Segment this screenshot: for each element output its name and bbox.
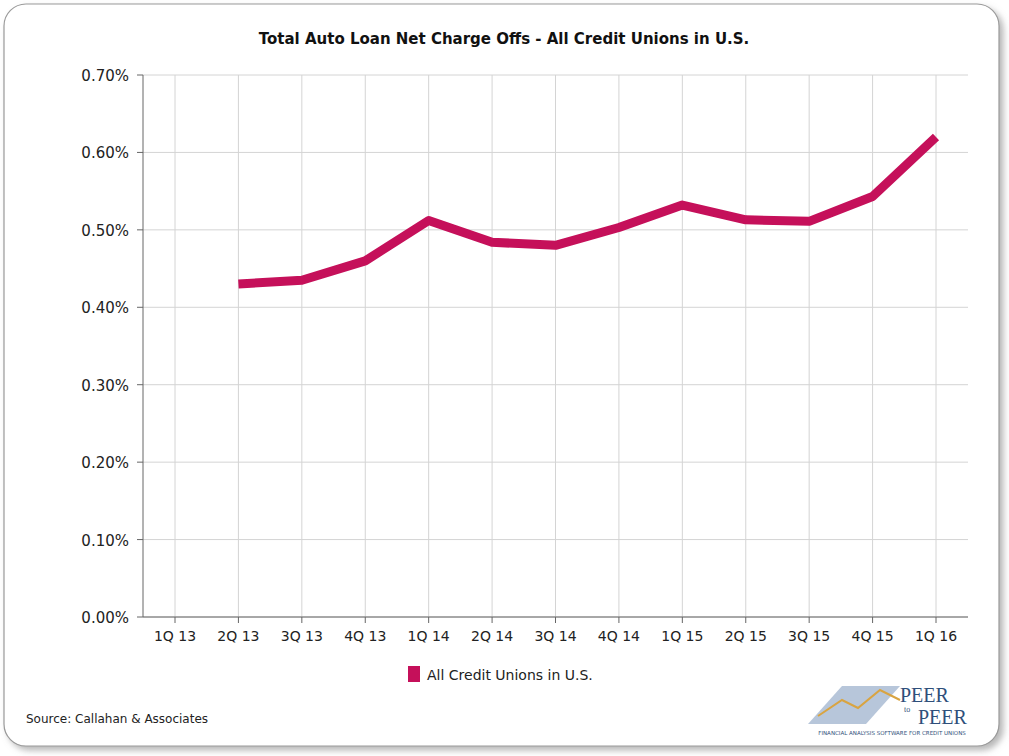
title: Total Auto Loan Net Charge Offs - All Cr… [259,30,750,48]
x-tick-label: 1Q 15 [661,628,703,644]
logo-shape [808,686,900,724]
tick [809,617,810,623]
x-tick-label: 1Q 16 [915,628,957,644]
grid-line [143,617,968,618]
tick [137,617,143,618]
tick [428,617,429,623]
y-tick-label: 0.70% [81,67,129,85]
tick [936,617,937,623]
x-tick-label: 2Q 13 [217,628,259,644]
grid-line [428,75,429,617]
tick [137,307,143,308]
tick [555,617,556,623]
tick [682,617,683,623]
tick [238,617,239,623]
grid-line [682,75,683,617]
x-tick-label: 4Q 15 [851,628,893,644]
logo-tagline: FINANCIAL ANALYSIS SOFTWARE FOR CREDIT U… [818,730,966,736]
y-tick-label: 0.20% [81,454,129,472]
logo-text: PEER [900,684,950,706]
tick [137,384,143,385]
tick [137,462,143,463]
plot-area [238,137,936,284]
x-axis [143,617,968,618]
y-tick-label: 0.60% [81,144,129,162]
x-tick-label: 3Q 14 [534,628,576,644]
tick [745,617,746,623]
tick [365,617,366,623]
x-tick-label: 4Q 14 [598,628,640,644]
y-tick-label: 0.50% [81,222,129,240]
tick [301,617,302,623]
logo-line [818,690,900,716]
logo-text: to [904,705,910,714]
x-tick-label: 1Q 13 [154,628,196,644]
y-tick-label: 0.00% [81,609,129,627]
legend-label: All Credit Unions in U.S. [427,667,593,683]
logo: PEERtoPEERFINANCIAL ANALYSIS SOFTWARE FO… [808,684,968,736]
tick [175,617,176,623]
logo-text: PEER [918,706,968,728]
tick [137,229,143,230]
source: Source: Callahan & Associates [26,712,208,726]
tick [137,539,143,540]
y-axis [143,75,144,617]
y-tick-label: 0.30% [81,377,129,395]
x-tick-label: 1Q 14 [408,628,450,644]
tick [137,152,143,153]
grid-line [555,75,556,617]
grid-line [872,75,873,617]
grid-line [301,75,302,617]
tick [137,75,143,76]
frame [4,4,999,746]
x-tick-label: 2Q 14 [471,628,513,644]
x-tick-label: 3Q 13 [281,628,323,644]
grid-line [492,75,493,617]
chart: Total Auto Loan Net Charge Offs - All Cr… [0,0,1009,756]
y-tick-label: 0.10% [81,532,129,550]
tick [618,617,619,623]
legend-swatch [408,666,420,682]
tick [872,617,873,623]
grid-line [936,75,937,617]
grid-line [745,75,746,617]
grid-line [809,75,810,617]
grid-line [365,75,366,617]
grid-line [175,75,176,617]
grid-line [618,75,619,617]
x-tick-label: 3Q 15 [788,628,830,644]
series-line [238,137,936,284]
x-tick-label: 4Q 13 [344,628,386,644]
x-tick-label: 2Q 15 [725,628,767,644]
tick [492,617,493,623]
y-tick-label: 0.40% [81,299,129,317]
grid-line [238,75,239,617]
